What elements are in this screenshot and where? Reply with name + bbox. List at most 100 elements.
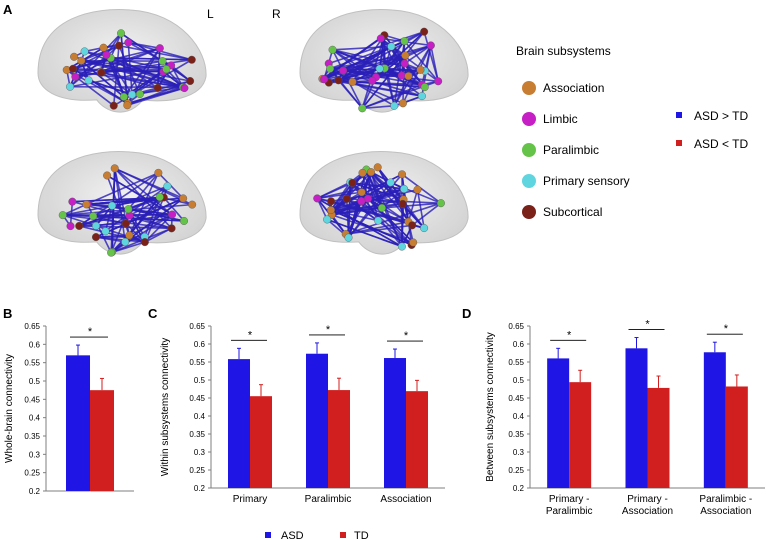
significance-marker: * [248, 329, 253, 341]
network-node [186, 77, 195, 86]
brain-left-lateral-top [37, 9, 207, 113]
x-category-label: Primary - [549, 494, 590, 505]
network-edge [416, 189, 425, 229]
network-node [128, 90, 137, 99]
network-edge [376, 166, 410, 223]
network-node [114, 41, 123, 50]
network-node [326, 206, 335, 215]
brain-right-medial-bottom [299, 151, 469, 255]
network-node [413, 185, 422, 194]
y-tick-label: 0.55 [24, 359, 40, 368]
y-tick-label: 0.45 [508, 394, 524, 403]
network-edge [110, 57, 184, 89]
chart-between-subsystems: 0.2 0.25 0.3 0.35 0.4 0.45 0.5 0.55 0.6 0.65 Betwe… [485, 319, 765, 517]
network-node [344, 233, 353, 242]
network-nodes [58, 164, 197, 257]
network-edge [330, 200, 409, 223]
y-tick-label: 0.6 [194, 340, 206, 349]
legend-marker-association [522, 81, 536, 95]
chart-within-subsystems: 0.2 0.25 0.3 0.35 0.4 0.45 0.5 0.55 0.6 0.65 Withi… [160, 322, 445, 505]
network-node [327, 197, 336, 206]
network-node [426, 41, 435, 50]
network-node [124, 205, 133, 214]
network-node [158, 57, 167, 66]
x-category-label: Association [700, 506, 751, 517]
y-tick-label: 0.55 [508, 358, 524, 367]
y-axis-title: Between subsystems connectivity [485, 332, 496, 482]
network-node [342, 194, 351, 203]
y-tick-label: 0.45 [189, 394, 205, 403]
network-node [108, 201, 117, 210]
network-node [339, 66, 348, 75]
network-node [400, 37, 409, 46]
network-edge [380, 38, 386, 69]
network-nodes [313, 163, 445, 251]
network-node [168, 210, 177, 219]
td-bar [250, 396, 272, 488]
network-edge [92, 215, 127, 225]
asd-bar [625, 348, 648, 488]
direction-marker-1 [676, 140, 682, 146]
network-node [398, 199, 407, 208]
network-node [75, 221, 84, 230]
y-tick-label: 0.2 [29, 487, 41, 496]
network-edge [411, 202, 442, 226]
network-node [376, 34, 385, 43]
network-node [180, 84, 189, 93]
network-node [386, 178, 395, 187]
network-node [167, 224, 176, 233]
td-bar [90, 390, 114, 491]
network-node [420, 27, 429, 36]
bottom-legend-label-asd: ASD [281, 530, 304, 540]
network-node [124, 38, 133, 47]
significance-marker: * [88, 326, 93, 338]
network-nodes [318, 27, 443, 113]
network-node [77, 56, 86, 65]
network-node [334, 76, 343, 85]
legend-label-association: Association [543, 81, 604, 95]
y-tick-label: 0.35 [24, 432, 40, 441]
network-node [125, 231, 134, 240]
y-tick-label: 0.5 [29, 377, 41, 386]
network-edge [352, 81, 423, 86]
network-node [408, 221, 417, 230]
network-node [420, 83, 429, 92]
y-tick-label: 0.4 [513, 412, 525, 421]
y-tick-label: 0.2 [513, 484, 525, 493]
network-edge [143, 196, 161, 238]
panel-label-b: B [3, 306, 12, 321]
legend-label-primary-sensory: Primary sensory [543, 174, 630, 188]
significance-marker: * [645, 319, 650, 331]
panel-label-a: A [3, 2, 13, 17]
network-edge [345, 202, 442, 235]
network-edge [331, 214, 414, 244]
network-edge [128, 213, 173, 237]
legend-marker-limbic [522, 112, 536, 126]
network-edge [345, 224, 413, 235]
network-edge [105, 213, 129, 232]
y-tick-label: 0.55 [189, 358, 205, 367]
bottom-legend-label-td: TD [354, 530, 369, 540]
network-edge [381, 202, 441, 209]
network-edge [73, 56, 184, 89]
network-node [348, 77, 357, 86]
network-node [119, 92, 128, 101]
asd-bar [306, 353, 328, 488]
td-bar [647, 387, 670, 488]
network-node [348, 178, 357, 187]
y-axis-title: Within subsystems connectivity [160, 338, 171, 476]
y-tick-label: 0.25 [508, 466, 524, 475]
subsystem-legend-title: Brain subsystems [516, 44, 611, 58]
network-node [400, 59, 409, 68]
network-edge [393, 45, 432, 107]
network-node [387, 42, 396, 51]
bottom-legend-marker-asd [265, 532, 271, 538]
network-node [153, 83, 162, 92]
network-node [84, 76, 93, 85]
network-node [121, 219, 130, 228]
network-edge [321, 37, 382, 80]
y-tick-label: 0.4 [29, 414, 41, 423]
y-tick-label: 0.4 [194, 412, 206, 421]
network-edge [144, 227, 172, 243]
bottom-legend-marker-td [340, 532, 346, 538]
